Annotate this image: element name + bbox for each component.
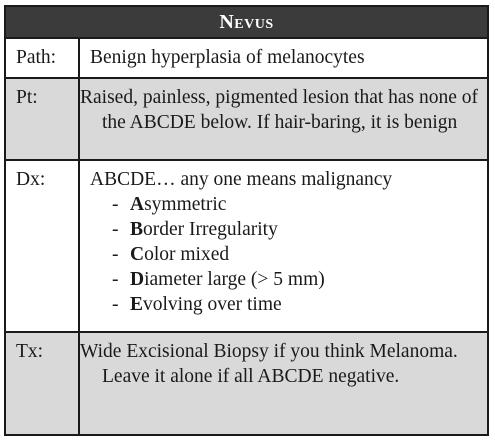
abcde-letter: D [130,269,145,290]
row-label-path: Path: [6,39,80,77]
abcde-text: olor mixed [144,244,230,265]
row-label-tx: Tx: [6,333,80,434]
abcde-text: symmetric [144,194,227,215]
abcde-item: - Color mixed [112,244,230,265]
abcde-text: iameter large (> 5 mm) [144,269,325,290]
row-pt: Pt: Raised, painless, pigmented lesion t… [6,79,487,161]
row-tx: Tx: Wide Excisional Biopsy if you think … [6,333,487,434]
row-path: Path: Benign hyperplasia of melanocytes [6,39,487,79]
row-label-dx: Dx: [6,161,80,331]
abcde-item: - Border Irregularity [112,219,278,240]
abcde-letter: E [130,294,144,315]
abcde-item: - Diameter large (> 5 mm) [112,269,325,290]
abcde-letter: B [130,219,144,240]
abcde-list: - Asymmetric - Border Irregularity - Color … [90,192,479,317]
card-title: Nevus [6,7,487,39]
row-content-path: Benign hyperplasia of melanocytes [90,47,365,68]
abcde-letter: A [130,194,145,215]
row-content-dx: ABCDE… any one means malignancy - Asymmet… [80,161,487,331]
row-content-pt: Raised, painless, pigmented lesion that … [80,87,479,133]
row-dx: Dx: ABCDE… any one means malignancy - Asy… [6,161,487,333]
abcde-text: volving over time [143,294,282,315]
abcde-text: order Irregularity [143,219,278,240]
abcde-item: - Asymmetric [112,194,227,215]
abcde-item: - Evolving over time [112,294,282,315]
dx-intro: ABCDE… any one means malignancy [90,169,393,190]
row-content-tx: Wide Excisional Biopsy if you think Mela… [80,341,458,387]
row-label-pt: Pt: [6,79,80,159]
nevus-info-card: Nevus Path: Benign hyperplasia of melano… [4,5,489,436]
abcde-letter: C [130,244,145,265]
